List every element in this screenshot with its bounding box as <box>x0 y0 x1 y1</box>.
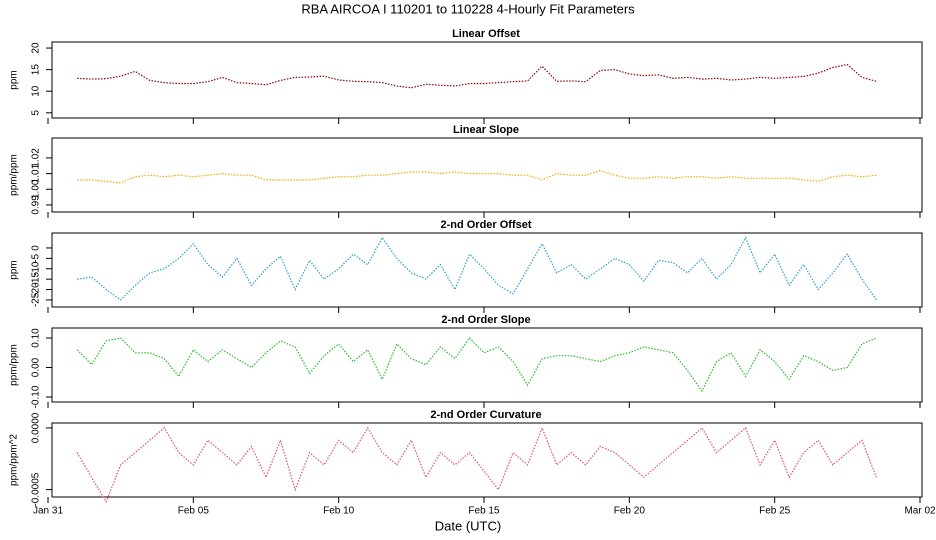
x-tick-label: Jan 31 <box>33 506 63 517</box>
x-tick-label: Feb 05 <box>178 506 210 517</box>
y-tick-label: 1.00 <box>31 179 42 199</box>
y-axis-label: ppm/ppm <box>9 154 20 196</box>
x-tick-label: Feb 25 <box>759 506 791 517</box>
y-axis-label: ppm/ppm <box>9 344 20 386</box>
y-tick-label: 5 <box>31 110 42 116</box>
y-tick-label: 0.00 <box>31 357 42 377</box>
line <box>76 337 877 393</box>
y-tick-label: -20 <box>31 282 42 297</box>
x-tick-label: Feb 15 <box>468 506 500 517</box>
y-tick-label: -10 <box>31 261 42 276</box>
x-axis-label: Date (UTC) <box>435 518 501 533</box>
figure-title: RBA AIRCOA I 110201 to 110228 4-Hourly F… <box>301 1 635 16</box>
panel-title: Linear Slope <box>453 124 519 136</box>
y-axis-label: ppm <box>9 260 20 279</box>
panel-frame <box>51 327 923 403</box>
y-tick-label: 0.0000 <box>31 412 42 443</box>
line <box>77 63 877 89</box>
panel-frame <box>51 422 923 498</box>
panel-title: Linear Offset <box>452 28 520 40</box>
y-axis-label: ppm <box>9 70 20 89</box>
y-tick-label: 0 <box>31 245 42 251</box>
panel-frame <box>51 137 923 213</box>
y-tick-label: -25 <box>31 292 42 307</box>
panel-title: 2-nd Order Offset <box>440 219 531 231</box>
y-tick-label: -0.10 <box>31 385 42 408</box>
y-tick-label: 10 <box>31 85 42 97</box>
y-axis-label: ppm/ppm^2 <box>9 434 20 486</box>
line <box>77 236 877 301</box>
panel-frame <box>51 232 923 308</box>
x-tick-label: Feb 10 <box>323 506 355 517</box>
y-tick-label: 0.99 <box>31 195 42 215</box>
y-tick-label: -5 <box>31 253 42 262</box>
line <box>76 426 877 504</box>
x-tick-label: Mar 02 <box>904 506 936 517</box>
panel-title: 2-nd Order Slope <box>441 314 530 326</box>
y-tick-label: 1.01 <box>31 163 42 183</box>
line <box>77 169 877 184</box>
x-tick-label: Feb 20 <box>614 506 646 517</box>
panel-frame <box>51 41 923 119</box>
y-tick-label: -15 <box>31 271 42 286</box>
y-tick-label: -0.0005 <box>31 472 42 506</box>
panel-title: 2-nd Order Curvature <box>430 409 541 421</box>
y-tick-label: 0.10 <box>31 328 42 348</box>
y-tick-label: 15 <box>31 64 42 76</box>
y-tick-label: 1.02 <box>31 148 42 168</box>
y-tick-label: 20 <box>31 42 42 54</box>
